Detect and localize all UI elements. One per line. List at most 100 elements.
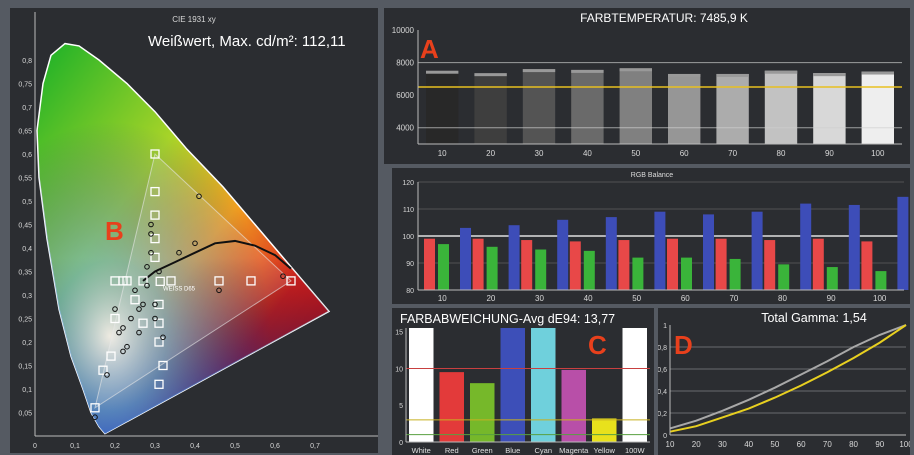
cie-x-tick-label: 0 bbox=[33, 443, 37, 450]
color-temp-bar bbox=[571, 69, 604, 144]
rgb-x-tick-label: 20 bbox=[486, 294, 495, 303]
badge-a: A bbox=[420, 34, 439, 64]
color-temp-x-tick-label: 30 bbox=[535, 149, 544, 158]
rgb-x-tick-label: 30 bbox=[535, 294, 544, 303]
cie-y-tick-label: 0,35 bbox=[18, 270, 32, 277]
delta-e-bar bbox=[561, 369, 586, 442]
cie-target-point bbox=[150, 186, 160, 197]
rgb-bar bbox=[729, 258, 741, 290]
cie-target-point bbox=[106, 351, 116, 361]
color-temp-x-tick-label: 90 bbox=[825, 149, 834, 158]
cie-y-tick-label: 0,1 bbox=[22, 387, 32, 394]
cie-measured-point bbox=[144, 264, 150, 270]
delta-e-x-tick-label: Blue bbox=[505, 446, 520, 455]
rgb-title: RGB Balance bbox=[631, 172, 674, 179]
color-temp-x-tick-label: 10 bbox=[438, 149, 447, 158]
delta-e-x-tick-label: Magenta bbox=[559, 446, 589, 455]
cie-measured-point bbox=[148, 221, 154, 228]
cie-y-tick-label: 0,4 bbox=[22, 246, 32, 253]
color-temp-bar-cap bbox=[426, 70, 459, 74]
cie-x-tick-label: 0,3 bbox=[150, 443, 160, 450]
cie-panel: 0,05 0,1 0,15 0,2 0,25 0,3 0,35 0,4 0,45 0,5 0,55 0… bbox=[10, 8, 378, 453]
cie-title: CIE 1931 xy bbox=[172, 15, 216, 24]
cie-target-point bbox=[138, 318, 148, 328]
cie-x-tick-label: 0,1 bbox=[70, 443, 80, 450]
color-temp-y-tick-label: 4000 bbox=[396, 124, 414, 133]
cie-measured-point bbox=[176, 249, 182, 256]
cie-y-tick-label: 0,8 bbox=[22, 58, 32, 65]
cie-measured-point bbox=[280, 273, 286, 280]
color-temp-bar bbox=[619, 68, 652, 144]
gamma-y-tick-label: 0,6 bbox=[658, 367, 667, 374]
badge-b: B bbox=[105, 216, 124, 246]
cie-y-tick-label: 0,6 bbox=[22, 152, 32, 159]
rgb-bar bbox=[848, 204, 860, 290]
delta-e-y-tick-label: 10 bbox=[395, 366, 403, 373]
gamma-panel: Total Gamma: 1,54 0 0,2 0,4 0,6 0,8 1 10 20 30 40 5… bbox=[658, 308, 910, 455]
rgb-bar bbox=[800, 203, 812, 290]
rgb-x-tick-label: 70 bbox=[729, 294, 738, 303]
cie-measured-point bbox=[128, 315, 134, 322]
color-temp-x-tick-label: 60 bbox=[680, 149, 689, 158]
rgb-bar bbox=[632, 257, 644, 290]
gamma-x-tick-label: 60 bbox=[797, 440, 806, 449]
cie-target-point bbox=[150, 149, 160, 159]
gamma-x-tick-label: 90 bbox=[875, 440, 884, 449]
cie-y-tick-label: 0,3 bbox=[22, 293, 32, 300]
cie-target-point bbox=[214, 276, 224, 286]
cie-target-point bbox=[158, 360, 168, 371]
cie-gamut-triangle bbox=[94, 153, 292, 409]
cie-y-tick-label: 0,5 bbox=[22, 199, 32, 206]
cie-target-point bbox=[110, 313, 120, 324]
color-temp-x-tick-label: 70 bbox=[728, 149, 737, 158]
cie-whitepoint-label: WEISS D65 bbox=[163, 286, 196, 292]
gamma-x-tick-label: 30 bbox=[718, 440, 727, 449]
cie-y-tick-label: 0,65 bbox=[18, 129, 32, 136]
cie-measured-point bbox=[216, 287, 222, 294]
color-temp-bar bbox=[668, 73, 701, 144]
cie-measured-point bbox=[104, 372, 110, 378]
delta-e-x-tick-label: White bbox=[412, 446, 431, 455]
cie-measured-point bbox=[124, 343, 130, 350]
badge-c: C bbox=[588, 330, 607, 360]
gamma-x-tick-label: 80 bbox=[849, 440, 858, 449]
rgb-balance-chart: RGB Balance 80 90 100 110 120 10 20 30 40 50 60 70 80… bbox=[402, 172, 909, 303]
cie-measured-point bbox=[156, 268, 162, 275]
gamma-x-tick-label: 20 bbox=[692, 440, 701, 449]
delta-e-bar bbox=[622, 328, 647, 442]
rgb-bar bbox=[424, 238, 435, 290]
rgb-bar bbox=[605, 217, 617, 290]
cie-target-point bbox=[90, 403, 100, 413]
color-temp-bar-cap bbox=[474, 73, 507, 77]
rgb-bar bbox=[486, 246, 498, 290]
rgb-x-tick-label: 40 bbox=[584, 294, 593, 303]
rgb-bar bbox=[812, 238, 824, 290]
cie-target-point bbox=[286, 276, 296, 286]
rgb-bar bbox=[764, 240, 776, 290]
cie-y-tick-label: 0,2 bbox=[22, 340, 32, 347]
rgb-bar bbox=[557, 219, 569, 290]
gamma-y-tick-label: 0 bbox=[663, 433, 667, 440]
gamma-x-tick-label: 70 bbox=[823, 440, 832, 449]
delta-e-bar bbox=[500, 328, 525, 442]
cie-measured-point bbox=[196, 193, 202, 200]
rgb-bar bbox=[703, 214, 714, 290]
color-temp-bar bbox=[764, 70, 798, 144]
rgb-y-tick-label: 110 bbox=[403, 207, 414, 214]
cie-y-tick-label: 0,05 bbox=[18, 411, 32, 418]
gamma-x-tick-label: 10 bbox=[666, 440, 675, 449]
cie-measured-point bbox=[152, 315, 158, 322]
color-temp-panel: FARBTEMPERATUR: 7485,9 K 4000 6000 8000 1000… bbox=[384, 8, 910, 164]
cie-measured-point bbox=[144, 282, 150, 289]
rgb-bar bbox=[569, 241, 581, 290]
cie-target-point bbox=[154, 318, 164, 328]
rgb-bar bbox=[521, 240, 533, 290]
color-temp-bar bbox=[716, 73, 749, 144]
cie-y-tick-label: 0,75 bbox=[18, 82, 32, 89]
gamma-y-tick-label: 0,2 bbox=[658, 411, 667, 418]
rgb-bar bbox=[438, 244, 449, 290]
cie-x-tick-label: 0,4 bbox=[190, 443, 200, 450]
rgb-y-tick-label: 100 bbox=[402, 234, 414, 241]
delta-e-x-tick-label: Cyan bbox=[534, 446, 552, 455]
rgb-bar bbox=[875, 271, 887, 290]
